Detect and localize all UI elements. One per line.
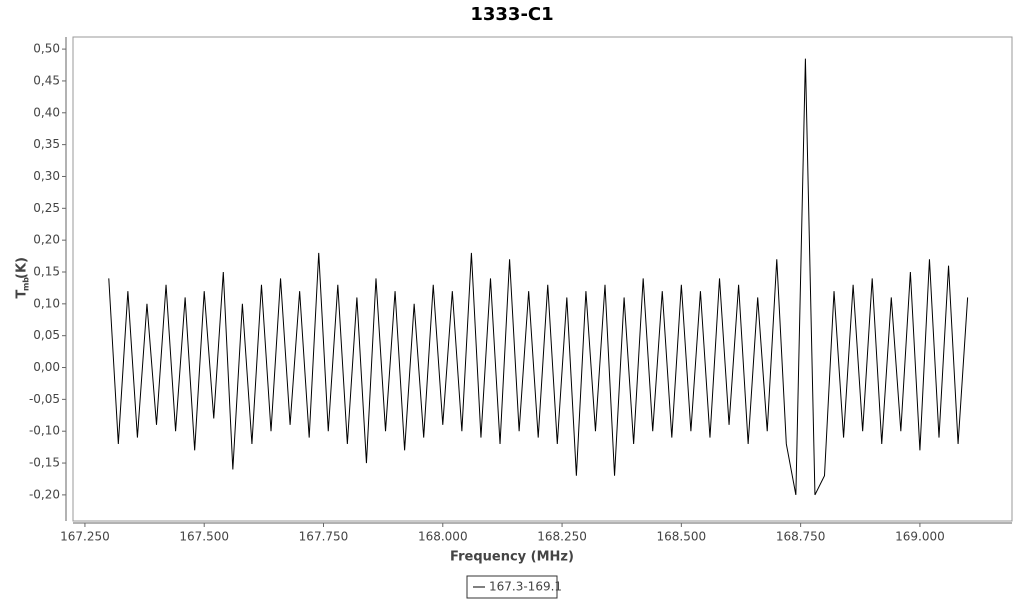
y-tick-label: 0,50 <box>33 42 60 56</box>
x-tick-label: 169.000 <box>895 530 945 544</box>
y-label-main: T <box>15 289 30 298</box>
y-tick-label: 0,15 <box>33 264 60 278</box>
x-tick-label: 167.500 <box>179 530 229 544</box>
x-tick-label: 168.250 <box>537 530 587 544</box>
y-tick-label: 0,20 <box>33 233 60 247</box>
y-label-unit: (K) <box>15 257 30 279</box>
y-label-sub: mb <box>22 277 31 291</box>
x-tick-label: 168.750 <box>776 530 826 544</box>
x-tick-label: 167.750 <box>299 530 349 544</box>
x-tick-label: 167.250 <box>60 530 110 544</box>
plot-frame <box>72 36 1013 522</box>
legend: 167.3-169.1 <box>466 575 562 599</box>
y-tick-label: 0,45 <box>33 73 60 87</box>
x-tick-label: 168.500 <box>657 530 707 544</box>
y-tick-label: 0,00 <box>33 360 60 374</box>
y-tick-label: 0,05 <box>33 328 60 342</box>
legend-label: 167.3-169.1 <box>489 580 562 594</box>
y-tick-label: 0,40 <box>33 105 60 119</box>
y-tick-label: -0,20 <box>29 487 60 501</box>
y-tick-label: -0,10 <box>29 424 60 438</box>
data-line <box>108 58 969 496</box>
y-tick-label: 0,30 <box>33 169 60 183</box>
y-tick-label: 0,10 <box>33 296 60 310</box>
y-axis-label: T mb (K) <box>15 257 31 298</box>
y-tick-label: 0,25 <box>33 201 60 215</box>
y-tick-label: -0,05 <box>29 392 60 406</box>
y-tick-label: 0,35 <box>33 137 60 151</box>
chart-title: 1333-C1 <box>470 4 553 25</box>
x-axis-label: Frequency (MHz) <box>450 550 574 565</box>
y-tick-label: -0,15 <box>29 456 60 470</box>
x-tick-label: 168.000 <box>418 530 468 544</box>
legend-box <box>466 575 558 599</box>
